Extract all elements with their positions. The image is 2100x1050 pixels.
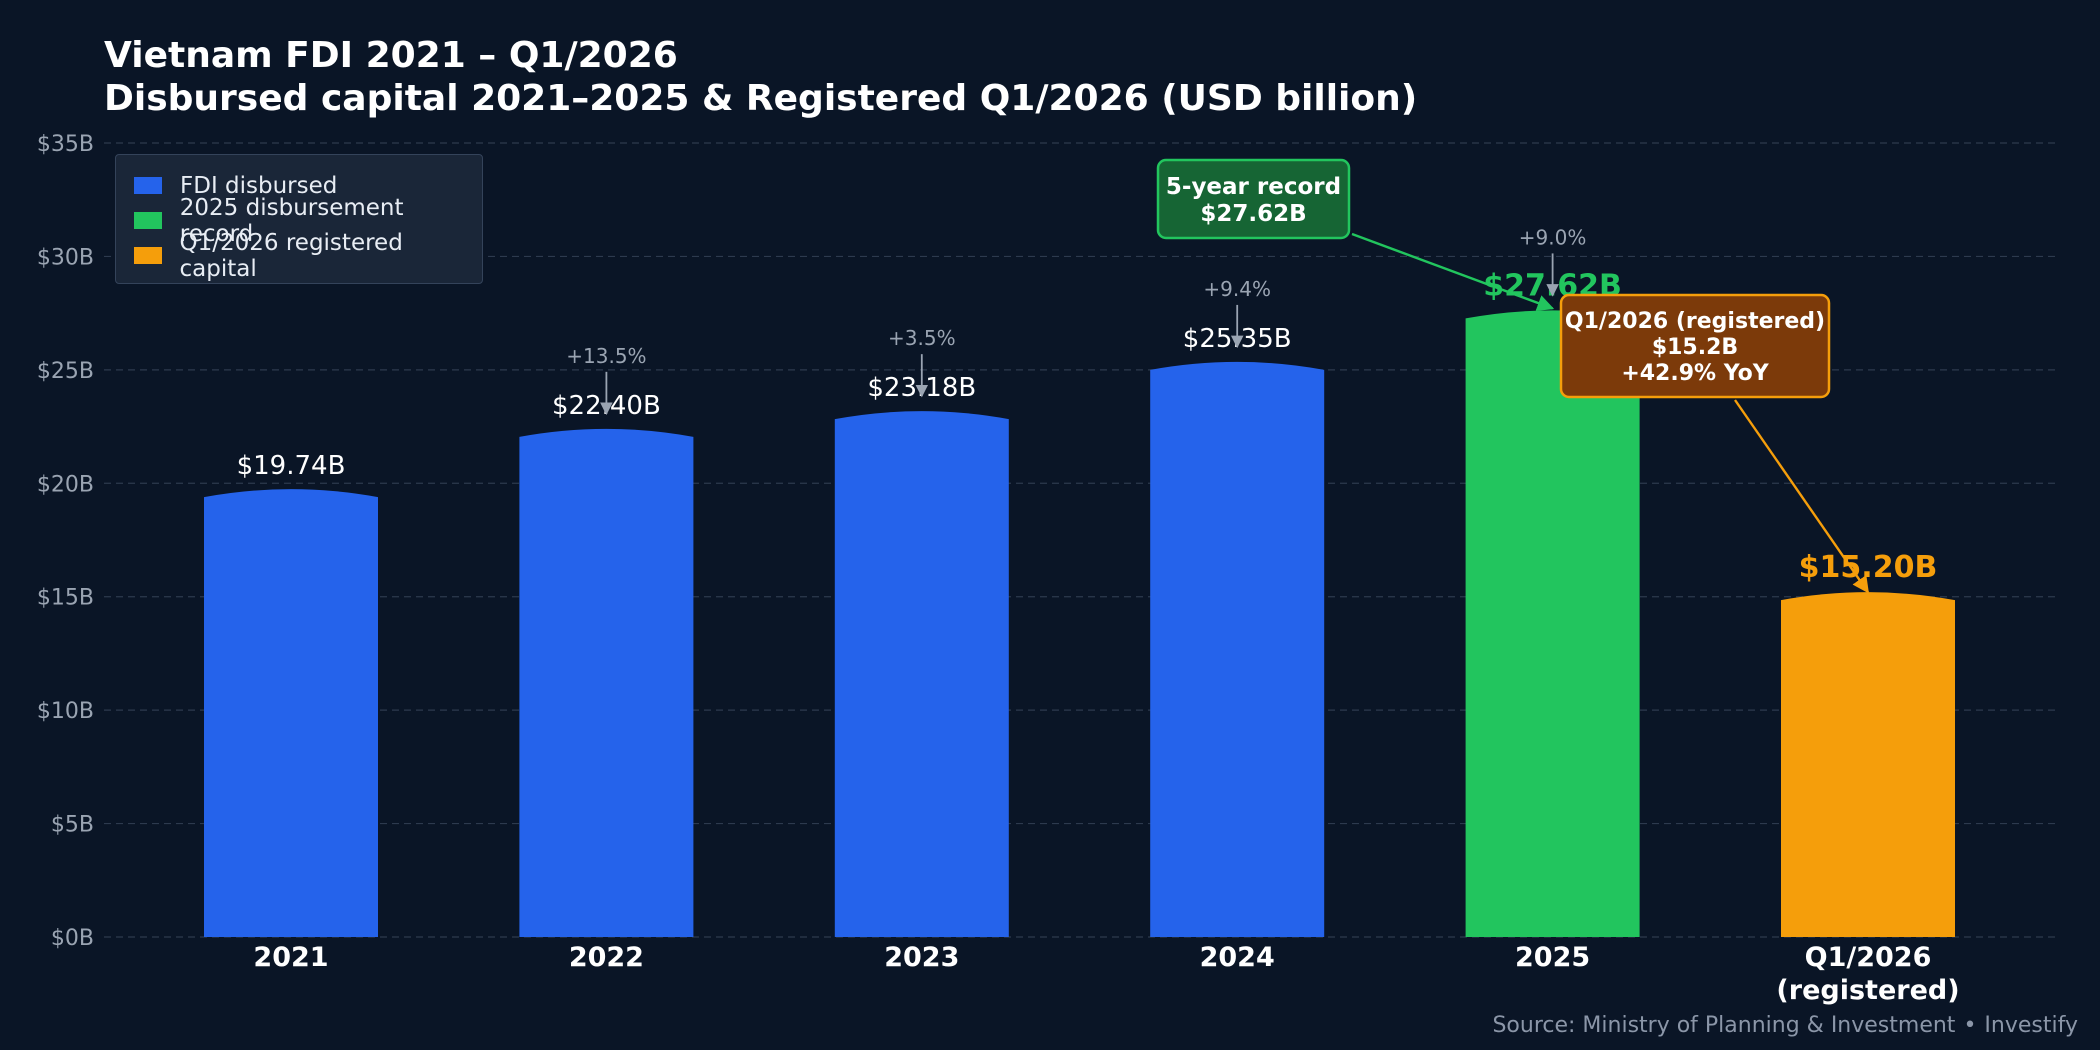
y-tick-label: $20B (37, 472, 94, 497)
legend-label-registered: Q1/2026 registered capital (179, 229, 403, 282)
annotation-text: Q1/2026 (registered) (1565, 309, 1825, 334)
legend-item-disbursed: FDI disbursed (134, 168, 482, 203)
legend-swatch-record (134, 212, 162, 229)
annotation-box (1156, 158, 1351, 240)
chart-subtitle: Disbursed capital 2021–2025 & Registered… (104, 78, 1418, 119)
bar (1465, 310, 1640, 938)
x-tick-label: Q1/2026 (1805, 942, 1932, 973)
source-separator: • (1963, 1013, 1977, 1038)
y-tick-label: $10B (37, 699, 94, 724)
value-label: $15.20B (1799, 550, 1938, 585)
y-tick-label: $15B (37, 586, 94, 611)
y-tick-label: $35B (37, 132, 94, 157)
annotation-arrow (1734, 399, 1869, 594)
source-text: Source: Ministry of Planning & Investmen… (1492, 1013, 1956, 1038)
bar (204, 489, 378, 937)
bar (1781, 592, 1955, 937)
legend-swatch-disbursed (134, 177, 162, 194)
bar (1150, 361, 1325, 938)
annotation-arrow (1351, 232, 1555, 312)
chart-title: Vietnam FDI 2021 – Q1/2026 (104, 35, 678, 76)
legend-label-record: 2025 disbursement record (179, 194, 404, 247)
annotation-text: +42.9% YoY (1621, 361, 1769, 386)
source-brand: Investify (1984, 1013, 2078, 1038)
growth-label: +9.0% (1519, 225, 1587, 249)
annotation-text: 5-year record (1166, 174, 1341, 200)
source-note: Source: Ministry of Planning & Investmen… (1492, 1013, 2078, 1038)
y-tick-label: $25B (37, 359, 94, 384)
legend: FDI disbursed 2025 disbursement record Q… (115, 154, 483, 284)
y-tick-label: $5B (51, 813, 94, 838)
x-tick-label: 2024 (1200, 942, 1275, 973)
legend-label-disbursed: FDI disbursed (180, 172, 338, 199)
x-tick-label: (registered) (1776, 975, 1959, 1006)
y-tick-label: $30B (37, 245, 94, 270)
annotation-text: $27.62B (1200, 201, 1306, 227)
value-label: $19.74B (237, 451, 346, 481)
growth-label: +13.5% (566, 344, 646, 368)
legend-swatch-registered (134, 247, 162, 264)
x-tick-label: 2023 (884, 942, 959, 973)
growth-label: +9.4% (1203, 277, 1271, 301)
bar (834, 411, 1009, 937)
x-tick-label: 2022 (569, 942, 644, 973)
annotation-box (1559, 293, 1831, 399)
annotation-text: $15.2B (1652, 335, 1738, 360)
x-tick-label: 2021 (253, 942, 328, 973)
growth-label: +3.5% (888, 326, 956, 350)
legend-item-registered: Q1/2026 registered capital (134, 230, 482, 282)
legend-item-record: 2025 disbursement record (134, 195, 482, 247)
bar (519, 428, 694, 937)
x-tick-label: 2025 (1515, 942, 1590, 973)
y-tick-label: $0B (51, 926, 94, 951)
